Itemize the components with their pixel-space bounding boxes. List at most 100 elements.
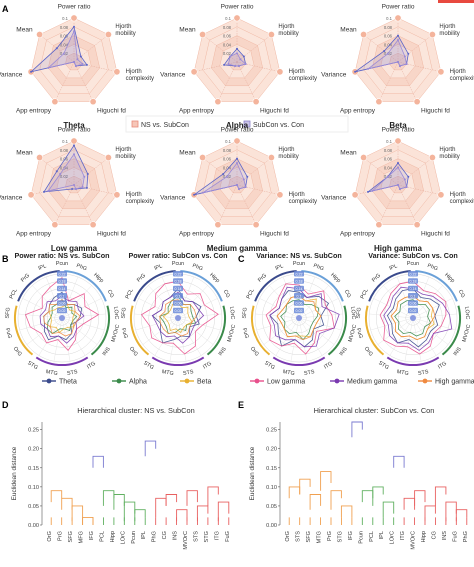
radar-axis-label: Hjorth <box>278 147 294 153</box>
polar-spoke <box>269 285 300 319</box>
radar-tick-label: 0.1 <box>225 139 231 144</box>
polar-ring-chip <box>408 307 418 314</box>
polar-region-label: PrG <box>371 273 382 284</box>
polar-group-arc <box>206 305 227 356</box>
dendrogram-link <box>165 494 178 506</box>
radar-point <box>371 189 374 192</box>
polar-group-arc <box>90 305 111 356</box>
legend-label-ns-subcon: NS vs. SubCon <box>141 122 189 129</box>
radar-axis-label: Mean <box>340 26 357 33</box>
polar-group-arc <box>272 356 326 367</box>
polar-group-arc <box>250 305 271 356</box>
radar-point <box>367 67 369 70</box>
panel-letter-e: E <box>238 400 244 410</box>
polar-region-label: PhG <box>426 263 438 272</box>
dendrogram-leaf-label: CG <box>431 531 437 539</box>
polar-ring-chip <box>173 278 183 284</box>
radar-axis-dot <box>89 98 97 106</box>
radar-point <box>398 188 401 190</box>
radar-point <box>227 63 230 65</box>
dendrogram-y-tick-label: 0.25 <box>266 428 277 434</box>
dendrogram-y-tick-label: 0.10 <box>266 485 277 491</box>
radar-tick-label: 0.1 <box>386 139 392 144</box>
radar-axis-label: App entropy <box>16 230 52 237</box>
radar-point <box>237 65 240 67</box>
dendrogram-y-tick-label: 0.05 <box>28 504 39 510</box>
radar-point <box>244 186 247 188</box>
dendrogram-link <box>361 490 374 503</box>
dendrogram-leaf-label: IFG <box>89 531 95 540</box>
dendrogram-link <box>196 505 209 522</box>
polar-series-beta <box>162 302 193 333</box>
polar-ring-chip <box>173 293 183 299</box>
radar-axis-dot <box>267 154 275 162</box>
polar-region-label: PhG <box>191 263 203 272</box>
radar-theta: Power ratioHjorthmobilityHjorthcomplexit… <box>0 4 154 131</box>
radar-point <box>236 47 238 50</box>
radar-axis-label: complexity <box>126 199 154 205</box>
polar-ring-label: 0.06 <box>410 302 417 306</box>
radar-series-subcon-vs-con <box>202 162 247 194</box>
polar-ring-chip <box>408 271 418 277</box>
radar-axis-label: Hjorth <box>115 24 131 30</box>
polar-ring-label: 0.1 <box>411 294 416 298</box>
polar-group-arc <box>254 270 297 302</box>
dendrogram-link <box>309 494 322 510</box>
radar-legend-box <box>125 115 349 133</box>
radar-axis-label: Mean <box>179 149 196 156</box>
radar-axis-label: Hjorth <box>439 147 455 153</box>
radar-axis-dot <box>413 221 421 229</box>
polar-region-label: LOrC <box>228 306 235 319</box>
dendrogram-leaf-label: Pcun <box>358 531 364 544</box>
dendrogram-link <box>61 497 73 510</box>
radar-series-subcon-vs-con <box>46 29 84 69</box>
radar-legend: NS vs. SubCon SubCon vs. Con <box>125 115 349 133</box>
polar-series-high-gamma <box>276 295 322 341</box>
polar-group-arc <box>151 356 205 367</box>
radar-point <box>86 173 89 175</box>
polar-region-label: ITG <box>437 361 448 371</box>
band-legend-dot-medium-gamma <box>334 378 340 384</box>
radar-point <box>55 170 58 173</box>
radar-tick-label: 0.08 <box>223 25 232 30</box>
polar-region-label: PrG <box>136 273 147 284</box>
polar-ring-label: 0.06 <box>175 302 182 306</box>
radar-series-subcon-vs-con <box>47 153 85 192</box>
radar-axis-dot <box>89 221 97 229</box>
dendrogram-leaf-label: SFG <box>306 531 312 543</box>
polar-region-label: OrG <box>12 346 23 358</box>
radar-axis-dot <box>113 191 121 199</box>
radar-point <box>71 188 74 190</box>
polar-title: Power ratio: SubCon vs. Con <box>128 251 227 260</box>
radar-point <box>236 52 238 55</box>
radar-axis-dot <box>276 191 284 199</box>
panel-a-radars: Power ratioHjorthmobilityHjorthcomplexit… <box>0 4 474 254</box>
radar-tick-label: 0.06 <box>60 157 69 162</box>
radar-title: Theta <box>63 121 85 130</box>
band-legend-dot-beta <box>184 378 190 384</box>
dendrogram-link <box>382 501 395 518</box>
polar-region-label: SFG <box>356 307 363 319</box>
radar-point <box>83 175 86 178</box>
polar-center-dot <box>410 315 416 321</box>
dendrogram-leaf-label: STG <box>204 531 210 543</box>
radar-title: Alpha <box>226 121 249 130</box>
radar-point <box>223 63 226 66</box>
radar-point <box>405 186 408 188</box>
radar-point <box>397 34 399 37</box>
accent-bar <box>438 0 474 3</box>
radar-axis-label: Higuchi fd <box>97 230 126 237</box>
dendrogram-leaf-label: LOrC <box>120 531 126 544</box>
dendrogram-y-tick-label: 0.15 <box>28 466 39 472</box>
polar-region-label: STS <box>418 369 430 377</box>
radar-tick-label: 0.04 <box>60 42 69 47</box>
polar-region-label: Pcun <box>293 261 305 267</box>
polar-ring-label: 0.02 <box>59 309 66 313</box>
dendrogram-leaf-label: MTG <box>317 531 323 543</box>
radar-point <box>59 173 62 175</box>
dendrogram-link <box>50 490 63 503</box>
radar-axis-dot <box>252 98 260 106</box>
dendrogram-leaf-label: INS <box>442 531 448 541</box>
polar-region-label: Pcun <box>172 261 184 267</box>
